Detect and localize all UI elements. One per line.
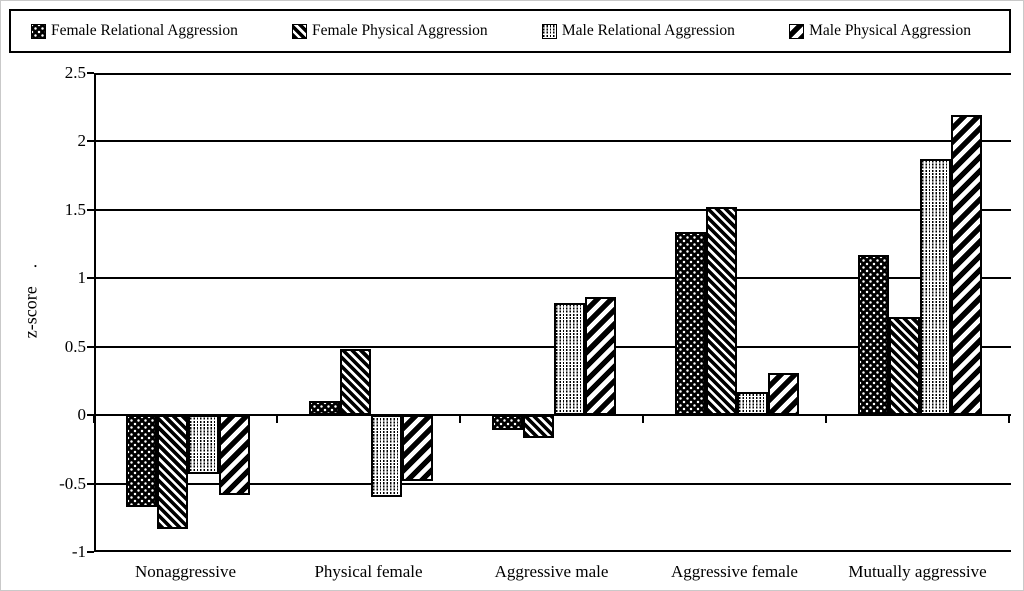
y-tick-label--0.5: -0.5: [59, 473, 86, 493]
x-tick-mark-0: [93, 416, 95, 424]
legend-label: Male Physical Aggression: [809, 22, 971, 40]
y-tick-label-1: 1: [77, 268, 87, 288]
gridline--0.5: [96, 482, 1011, 485]
bar-series4-cat2: [401, 415, 433, 481]
bar-series1-cat5: [857, 255, 889, 416]
gridline-1.5: [96, 208, 1011, 211]
y-tick-mark-1.5: [87, 208, 94, 211]
legend-item-4: Male Physical Aggression: [789, 23, 971, 39]
gridline-2.5: [96, 73, 1011, 75]
x-category-label: Aggressive male: [494, 562, 609, 581]
y-axis-title-text: z-score: [20, 286, 41, 339]
y-tick-label-1.5: 1.5: [64, 199, 86, 219]
legend-item-3: Male Relational Aggression: [541, 22, 735, 40]
y-tick-label--1: -1: [71, 542, 86, 561]
gridline-2: [96, 140, 1011, 143]
gridline-1: [96, 277, 1011, 280]
bar-series4-cat3: [584, 297, 616, 416]
legend-label: Female Physical Aggression: [312, 22, 488, 40]
y-tick-label-2: 2: [77, 131, 87, 151]
white-dots-on-black-icon: [31, 23, 46, 39]
bar-series3-cat3: [553, 302, 585, 416]
y-tick-mark--1: [87, 551, 94, 553]
x-category-label: Physical female: [314, 562, 423, 581]
x-tick-mark-5: [1008, 416, 1010, 424]
x-category-label: Aggressive female: [671, 562, 798, 581]
white-diagonal-stripes-on-black-icon: [292, 23, 308, 39]
bar-series3-cat2: [370, 415, 402, 498]
y-tick-mark-0.5: [87, 345, 94, 348]
gridline-0: [96, 414, 1011, 417]
y-tick-label-2.5: 2.5: [64, 63, 86, 82]
bar-series3-cat1: [187, 415, 219, 474]
legend-label: Male Relational Aggression: [561, 22, 735, 40]
plot-area: [94, 73, 1011, 552]
bar-series1-cat1: [125, 415, 157, 507]
y-tick-label-0.5: 0.5: [64, 336, 86, 356]
bar-series4-cat4: [767, 372, 799, 416]
y-tick-mark-1: [87, 277, 94, 280]
bar-series2-cat2: [339, 349, 371, 416]
black-dashed-columns-on-white-icon: [541, 23, 557, 39]
bar-series1-cat4: [674, 231, 706, 416]
x-tick-mark-4: [825, 416, 827, 424]
y-tick-mark--0.5: [87, 482, 94, 485]
x-tick-mark-3: [642, 416, 644, 424]
bar-series2-cat1: [156, 415, 188, 529]
x-category-label: Mutually aggressive: [848, 562, 987, 581]
bar-series4-cat5: [950, 115, 982, 416]
legend-item-2: Female Physical Aggression: [292, 23, 488, 39]
legend-label: Female Relational Aggression: [51, 22, 238, 40]
bar-series2-cat3: [522, 415, 554, 439]
bar-series3-cat5: [919, 159, 951, 416]
x-tick-mark-2: [459, 416, 461, 424]
x-tick-mark-1: [276, 416, 278, 424]
bar-series2-cat4: [705, 207, 737, 416]
black-diagonal-stripes-on-white-icon: [789, 23, 805, 39]
y-tick-mark-0: [87, 414, 94, 417]
y-tick-mark-2: [87, 140, 94, 143]
bar-series2-cat5: [888, 316, 920, 416]
bar-series3-cat4: [736, 391, 768, 416]
legend: Female Relational Aggression Female Physi…: [9, 9, 1011, 53]
y-tick-mark-2.5: [87, 72, 94, 74]
y-tick-label-0: 0: [77, 405, 87, 425]
legend-item-1: Female Relational Aggression: [31, 23, 238, 39]
bar-series4-cat1: [218, 415, 250, 495]
bar-series1-cat3: [491, 415, 523, 431]
gridline--1: [96, 550, 1011, 552]
bar-series1-cat2: [308, 401, 340, 416]
x-category-label: Nonaggressive: [134, 562, 237, 581]
